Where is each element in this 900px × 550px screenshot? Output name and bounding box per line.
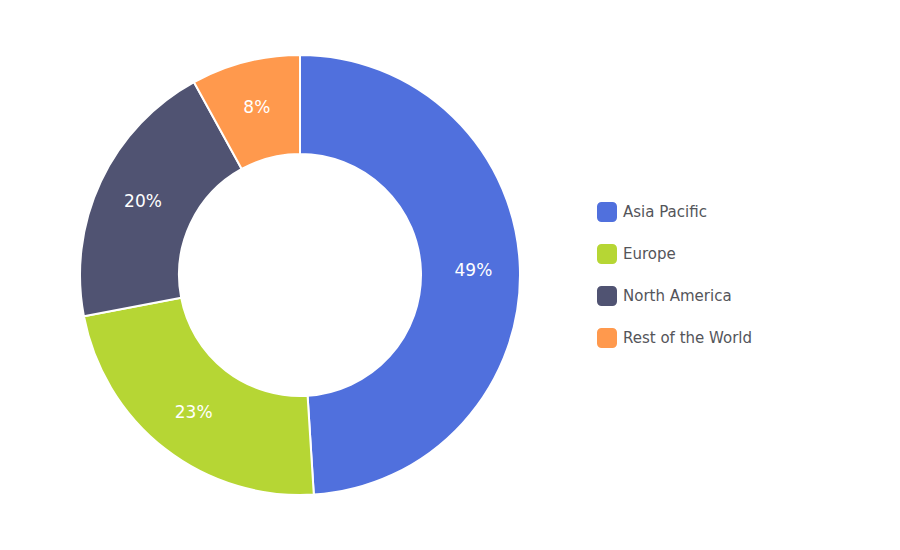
svg-text:20%: 20% [124,191,162,211]
svg-text:Europe: Europe [623,245,676,263]
svg-text:23%: 23% [175,402,213,422]
svg-text:49%: 49% [455,260,493,280]
svg-text:8%: 8% [243,97,270,117]
svg-text:Asia Pacific: Asia Pacific [623,203,707,221]
svg-text:Rest of the World: Rest of the World [623,329,752,347]
svg-text:North America: North America [623,287,732,305]
